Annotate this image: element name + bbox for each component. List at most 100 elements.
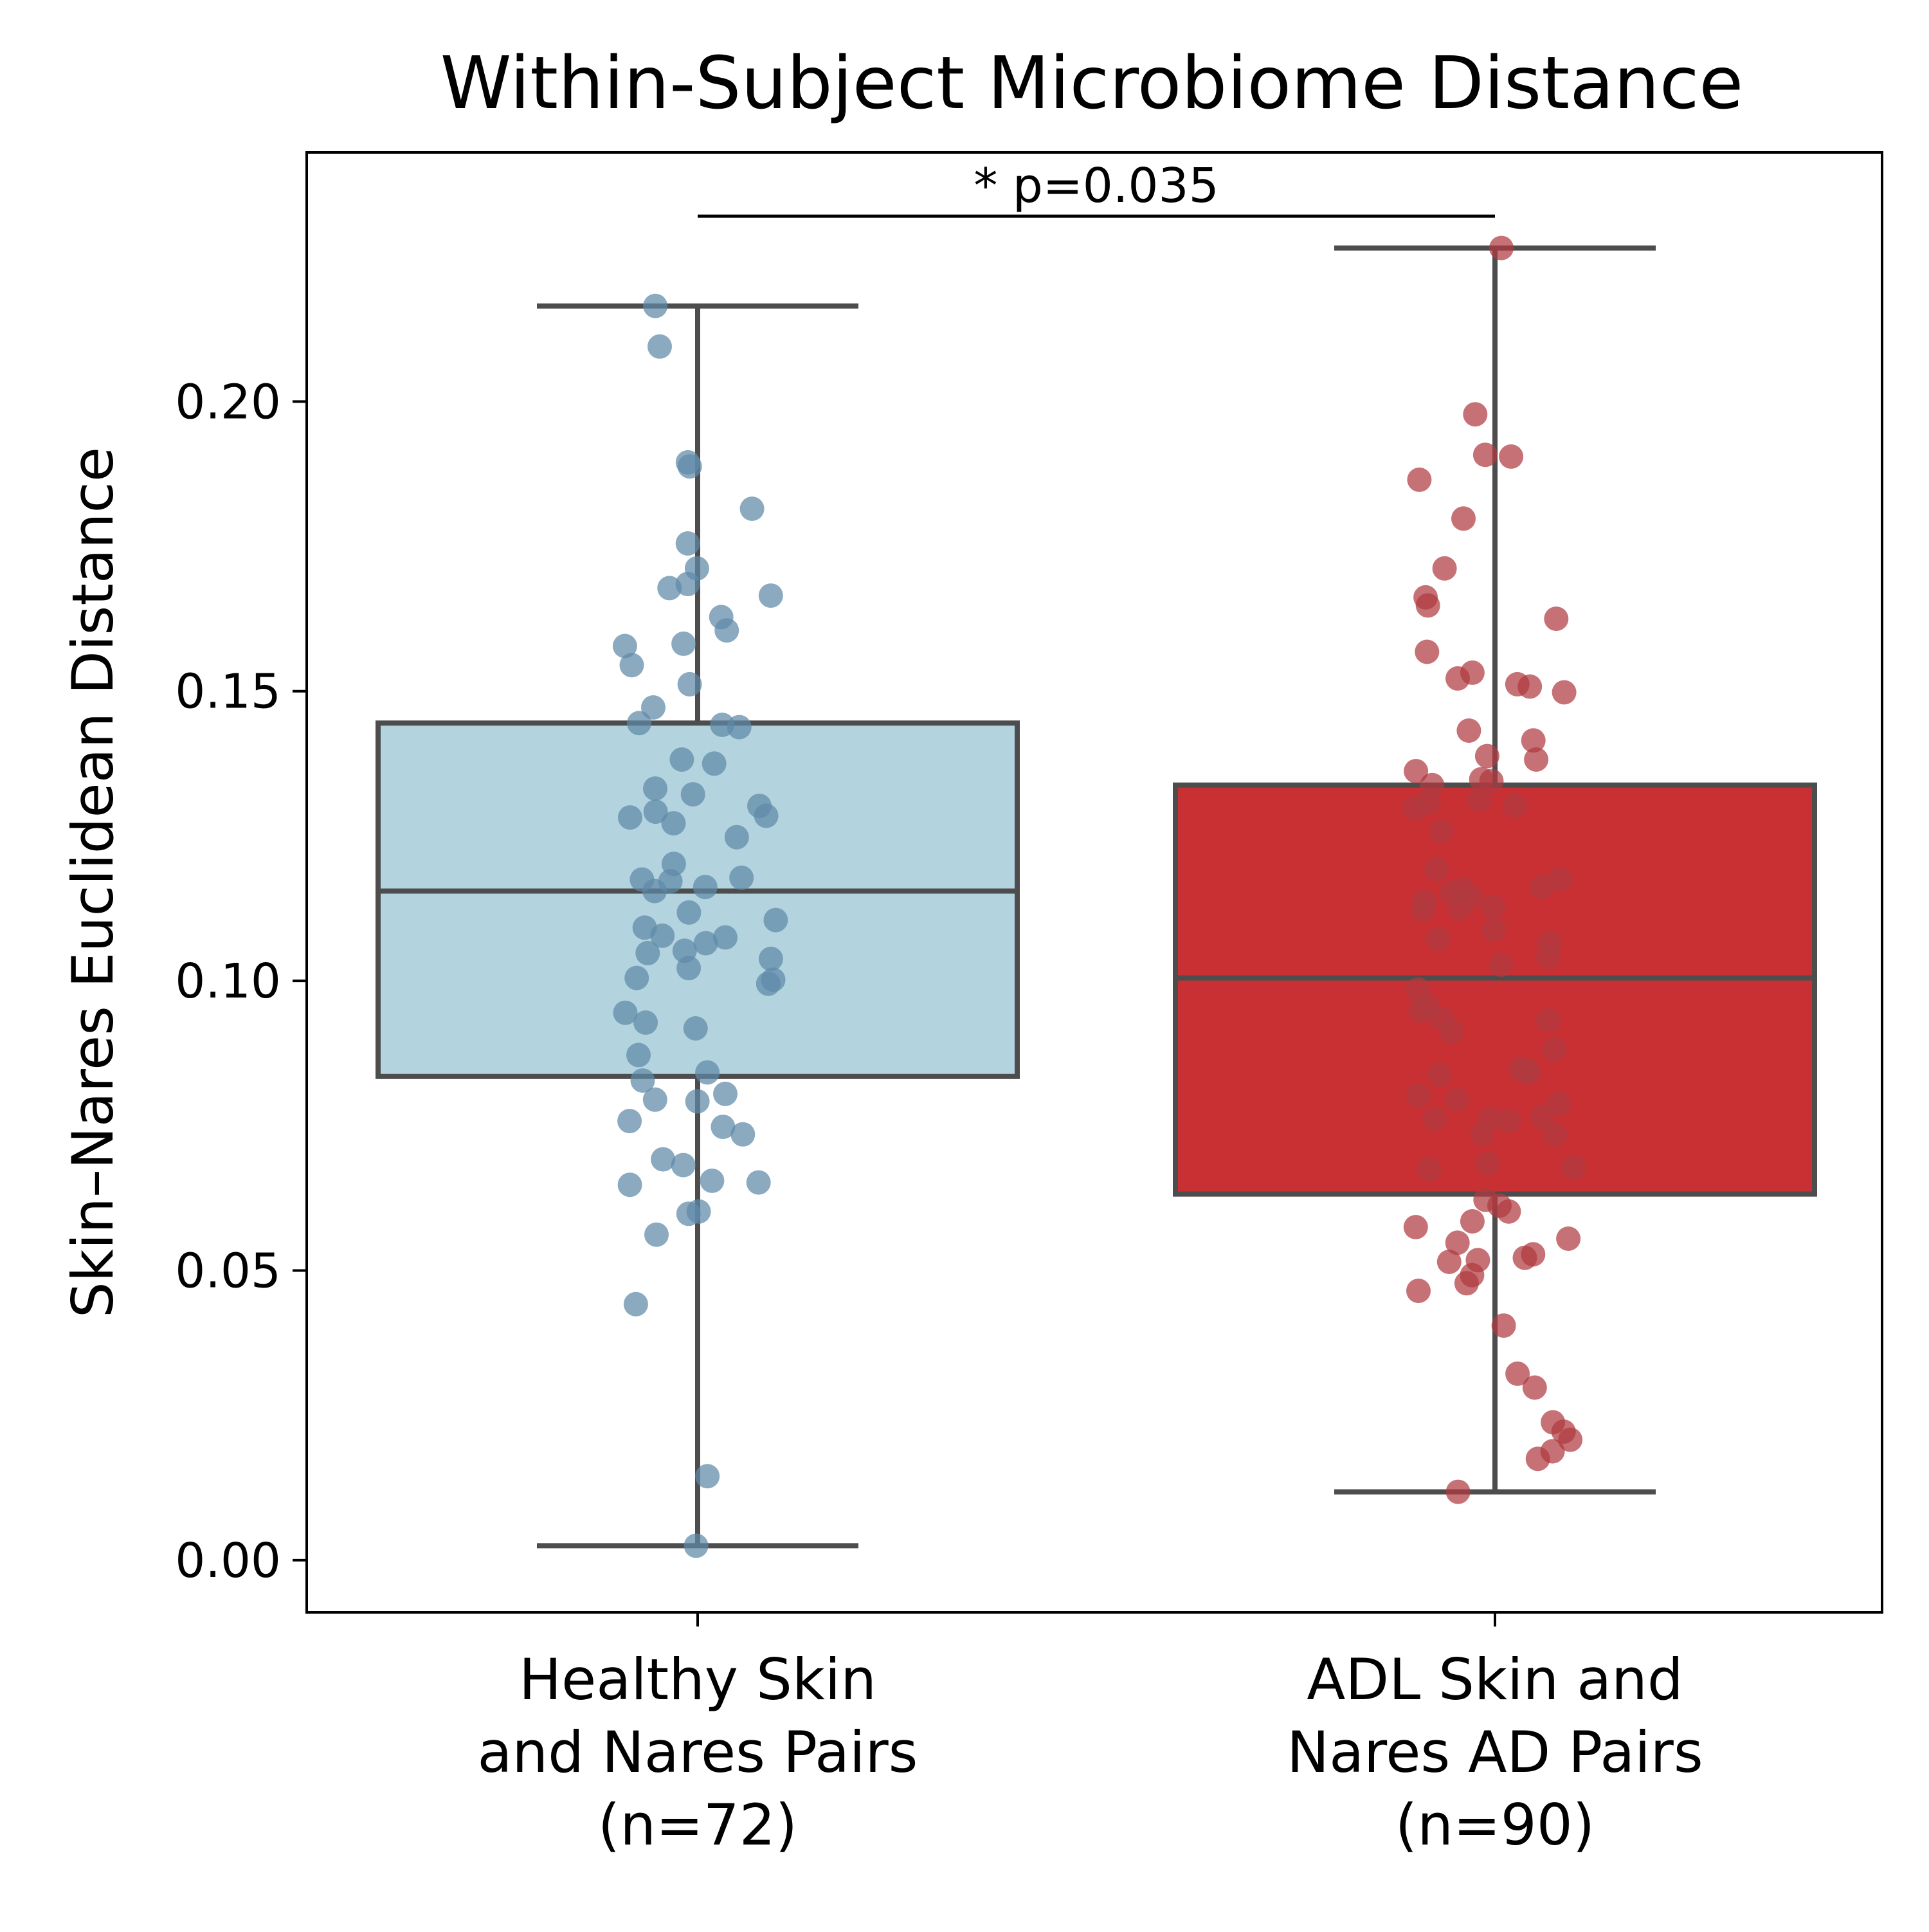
data-point: [700, 1168, 725, 1193]
data-point: [709, 605, 734, 630]
data-point: [1413, 585, 1438, 610]
x-tick-label: Nares AD Pairs: [1287, 1719, 1703, 1785]
data-point: [1429, 819, 1454, 844]
y-tick-label: 0.05: [175, 1244, 281, 1299]
data-point: [693, 931, 718, 956]
data-point: [1474, 743, 1499, 769]
y-tick-label: 0.20: [175, 374, 281, 430]
y-axis: 0.00 0.05 0.10 0.15 0.20: [175, 374, 307, 1589]
y-axis-label: Skin–Nares Euclidean Distance: [60, 447, 126, 1318]
data-point: [626, 1043, 651, 1068]
data-point: [1436, 1250, 1462, 1274]
data-point: [623, 1291, 648, 1317]
data-point: [747, 794, 772, 819]
data-point: [1445, 1230, 1470, 1255]
data-point: [1406, 977, 1431, 1002]
points-group-2: [1402, 235, 1586, 1504]
data-point: [1465, 1248, 1490, 1273]
data-point: [1489, 235, 1514, 260]
data-point: [1406, 1279, 1431, 1304]
data-point: [1472, 442, 1498, 468]
data-point: [619, 653, 644, 678]
data-point: [1476, 1151, 1501, 1176]
data-point: [1487, 1193, 1512, 1218]
x-tick-label: Healthy Skin: [519, 1646, 876, 1713]
data-point: [1508, 1057, 1534, 1082]
data-point: [1445, 1087, 1470, 1112]
points-group-1: [612, 293, 788, 1558]
data-point: [739, 497, 765, 521]
data-point: [1544, 606, 1569, 632]
data-point: [1524, 747, 1549, 772]
data-point: [643, 293, 668, 318]
x-tick-label: and Nares Pairs: [477, 1719, 918, 1785]
data-point: [671, 631, 696, 656]
data-point: [643, 776, 667, 801]
data-point: [1537, 931, 1562, 956]
chart-title: Within-Subject Microbiome Distance: [440, 42, 1744, 125]
data-point: [1530, 1104, 1555, 1129]
data-point: [1522, 1375, 1547, 1400]
data-point: [1432, 556, 1457, 581]
data-point: [661, 811, 686, 836]
data-point: [1460, 1209, 1485, 1234]
data-point: [683, 1016, 708, 1041]
x-tick-label: ADL Skin and: [1307, 1646, 1683, 1713]
data-point: [693, 875, 718, 900]
data-point: [1552, 680, 1577, 705]
data-point: [1470, 1122, 1495, 1147]
data-point: [686, 1199, 711, 1224]
data-point: [1489, 952, 1514, 977]
data-point: [1521, 1242, 1546, 1267]
iqr-box: [1173, 782, 1817, 1197]
data-point: [617, 1172, 642, 1198]
data-point: [1420, 772, 1445, 797]
data-point: [758, 946, 783, 971]
data-point: [633, 1010, 658, 1035]
y-tick-label: 0.10: [175, 954, 281, 1009]
data-point: [1424, 857, 1449, 882]
data-point: [1467, 788, 1492, 813]
data-point: [1529, 875, 1554, 900]
data-point: [644, 1222, 669, 1247]
data-point: [629, 867, 655, 892]
data-point: [1481, 917, 1507, 942]
data-point: [675, 450, 700, 475]
data-point: [684, 1533, 709, 1558]
data-point: [627, 711, 651, 736]
significance-annotation: * p=0.035: [698, 158, 1495, 218]
data-point: [1407, 467, 1432, 492]
data-point: [676, 900, 702, 925]
data-point: [641, 695, 666, 720]
data-point: [671, 1153, 696, 1178]
data-point: [1505, 671, 1530, 697]
data-point: [1403, 1215, 1428, 1239]
data-point: [730, 1122, 756, 1147]
data-point: [1417, 1156, 1442, 1181]
x-tick-label: (n=90): [1395, 1792, 1595, 1858]
data-point: [642, 1087, 667, 1112]
data-point: [648, 334, 672, 359]
data-point: [724, 825, 749, 850]
data-point: [684, 556, 709, 581]
data-point: [651, 1147, 676, 1172]
y-tick-label: 0.15: [175, 664, 281, 720]
data-point: [1463, 402, 1488, 427]
data-point: [1427, 1062, 1452, 1088]
data-point: [1491, 1313, 1516, 1338]
data-point: [1521, 728, 1546, 753]
data-point: [710, 713, 735, 737]
data-point: [746, 1170, 771, 1195]
box-group-2: [1173, 245, 1817, 1495]
data-point: [1561, 1155, 1586, 1180]
data-point: [661, 852, 686, 877]
data-point: [1542, 1037, 1567, 1062]
data-point: [1543, 1122, 1568, 1147]
data-point: [1505, 1361, 1530, 1386]
data-point: [613, 1000, 638, 1025]
data-point: [758, 583, 783, 608]
data-point: [1541, 1410, 1566, 1435]
plot-frame: [305, 151, 1883, 1614]
data-point: [702, 751, 727, 776]
